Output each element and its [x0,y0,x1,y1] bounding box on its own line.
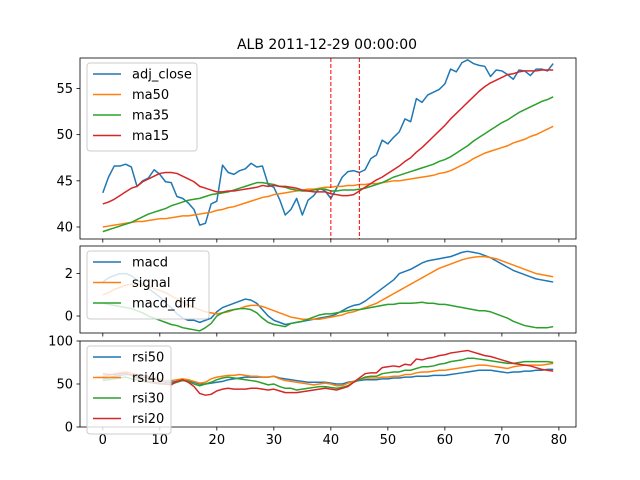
rsi-xtick-label: 0 [99,433,107,448]
rsi-xtick-label: 40 [323,433,340,448]
legend-label-rsi50: rsi50 [132,351,164,366]
legend-label-ma35: ma35 [132,109,169,124]
price-ytick-label: 45 [56,174,73,189]
legend-label-ma15: ma15 [132,129,169,144]
rsi-ytick-label: 50 [56,378,73,393]
legend-label-rsi30: rsi30 [132,392,164,407]
price-ytick-label: 40 [56,220,73,235]
rsi-legend: rsi50 rsi40 rsi30 rsi20 [86,345,172,435]
chart-title: ALB 2011-12-29 00:00:00 [237,37,417,53]
rsi-xtick-label: 30 [266,433,283,448]
legend-label-rsi20: rsi20 [132,412,164,427]
macd-ytick-label: 0 [65,310,73,325]
rsi-xtick-label: 80 [551,433,568,448]
series-line-ma35 [102,96,554,233]
price-ytick-label: 55 [56,82,73,97]
price-series-group [102,59,554,233]
series-line-ma15 [102,69,554,205]
series-line-ma50 [102,125,554,228]
rsi-legend-box [86,345,172,435]
price-axes-frame [79,57,577,240]
rsi-ytick-label: 0 [65,421,73,436]
price-legend: adj_close ma50 ma35 ma15 [86,62,198,152]
macd-axes-frame [79,245,577,334]
rsi-xtick-label: 60 [437,433,454,448]
legend-label-macd: macd [132,256,168,271]
legend-label-rsi40: rsi40 [132,371,164,386]
legend-label-signal: signal [132,276,170,291]
series-line-rsi20 [102,349,554,396]
rsi-ytick-label: 100 [48,335,73,350]
series-line-adj_close [102,59,554,226]
panels: 40 45 50 55 adj_close ma50 ma35 ma15 0 2 macd signa… [48,57,577,448]
legend-label-macd_diff: macd_diff [132,297,196,312]
rsi-xtick-label: 70 [494,433,511,448]
macd-legend-box [86,250,210,320]
rsi-xtick-label: 20 [209,433,226,448]
macd-legend: macd signal macd_diff [86,250,210,320]
legend-label-adj_close: adj_close [132,68,192,83]
macd-ytick-label: 2 [65,267,73,282]
rsi-xtick-label: 10 [152,433,169,448]
series-line-rsi30 [102,357,554,391]
price-legend-box [86,62,198,152]
rsi-xtick-label: 50 [380,433,397,448]
price-panel: 40 45 50 55 adj_close ma50 ma35 ma15 [56,57,577,243]
price-ytick-label: 50 [56,128,73,143]
rsi-series-group [102,349,554,396]
macd-panel: 0 2 macd signal macd_diff [65,245,577,337]
series-line-macd_diff [102,301,554,332]
series-line-rsi40 [102,362,554,387]
legend-label-ma50: ma50 [132,88,169,103]
